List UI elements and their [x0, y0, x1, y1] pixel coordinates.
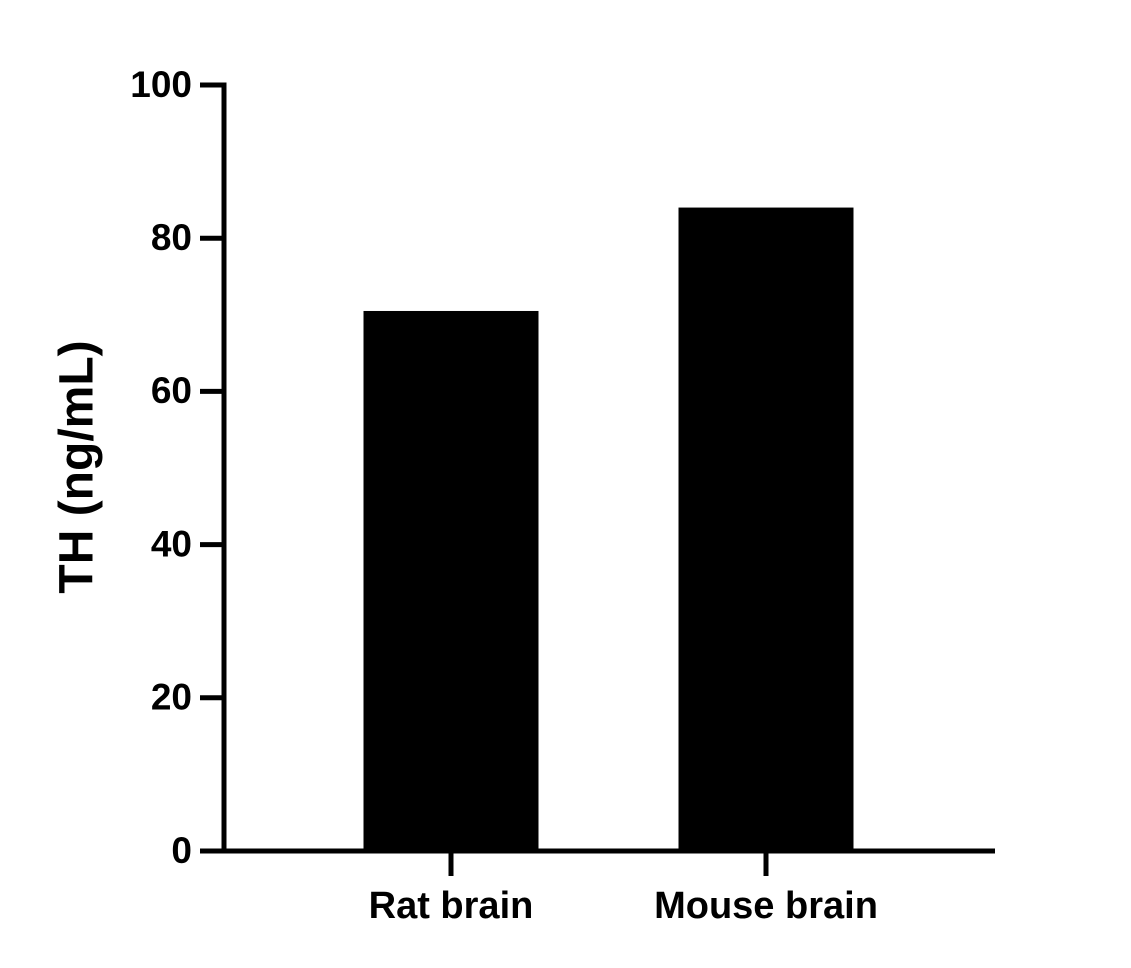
- bar: [363, 310, 539, 852]
- y-tick-label: 20: [151, 677, 192, 718]
- x-tick-label: Rat brain: [369, 885, 534, 927]
- y-tick-label: 80: [151, 217, 192, 258]
- y-tick-label: 40: [151, 523, 192, 564]
- y-axis-title: TH (ng/mL): [51, 340, 104, 593]
- y-tick-label: 0: [171, 830, 192, 871]
- y-tick-label: 60: [151, 370, 192, 411]
- x-tick-label: Mouse brain: [654, 885, 878, 927]
- bar: [678, 207, 854, 851]
- y-tick-label: 100: [130, 64, 192, 105]
